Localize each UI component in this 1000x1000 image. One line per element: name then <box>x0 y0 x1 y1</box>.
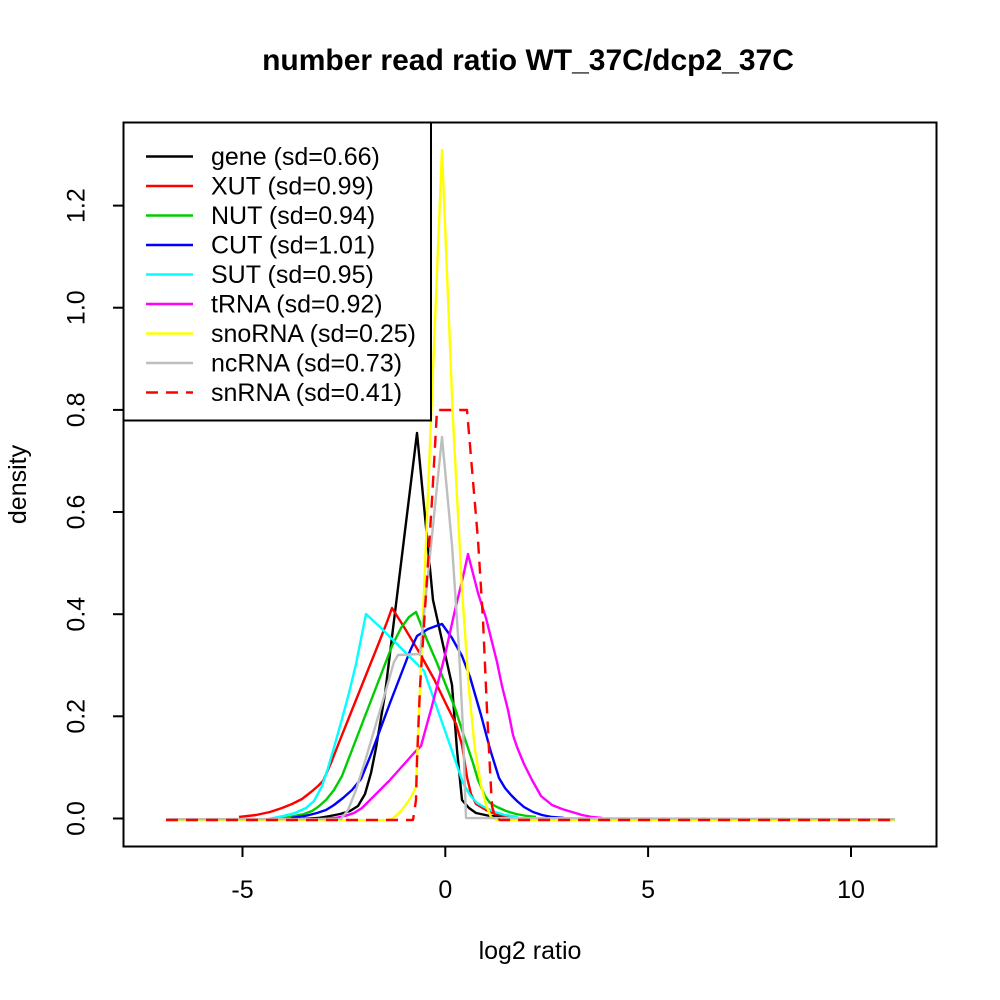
svg-text:0.8: 0.8 <box>63 393 91 428</box>
svg-text:0: 0 <box>438 876 452 904</box>
svg-text:NUT (sd=0.94): NUT (sd=0.94) <box>211 202 375 230</box>
svg-text:1.0: 1.0 <box>63 290 91 325</box>
svg-text:tRNA (sd=0.92): tRNA (sd=0.92) <box>211 291 383 319</box>
svg-text:10: 10 <box>837 876 865 904</box>
svg-text:log2 ratio: log2 ratio <box>479 937 582 965</box>
svg-text:5: 5 <box>641 876 655 904</box>
svg-text:SUT (sd=0.95): SUT (sd=0.95) <box>211 261 374 289</box>
svg-text:XUT (sd=0.99): XUT (sd=0.99) <box>211 173 374 201</box>
svg-text:0.6: 0.6 <box>63 495 91 530</box>
svg-text:density: density <box>4 444 32 524</box>
svg-text:-5: -5 <box>231 876 253 904</box>
svg-text:0.0: 0.0 <box>63 801 91 836</box>
svg-text:number read ratio WT_37C/dcp2_: number read ratio WT_37C/dcp2_37C <box>262 44 794 77</box>
svg-text:0.2: 0.2 <box>63 699 91 734</box>
svg-text:snRNA (sd=0.41): snRNA (sd=0.41) <box>211 379 402 407</box>
svg-text:snoRNA (sd=0.25): snoRNA (sd=0.25) <box>211 320 416 348</box>
svg-text:gene (sd=0.66): gene (sd=0.66) <box>211 143 380 171</box>
svg-text:ncRNA (sd=0.73): ncRNA (sd=0.73) <box>211 350 402 378</box>
svg-text:0.4: 0.4 <box>63 597 91 632</box>
svg-text:1.2: 1.2 <box>63 188 91 223</box>
svg-text:CUT (sd=1.01): CUT (sd=1.01) <box>211 232 375 260</box>
